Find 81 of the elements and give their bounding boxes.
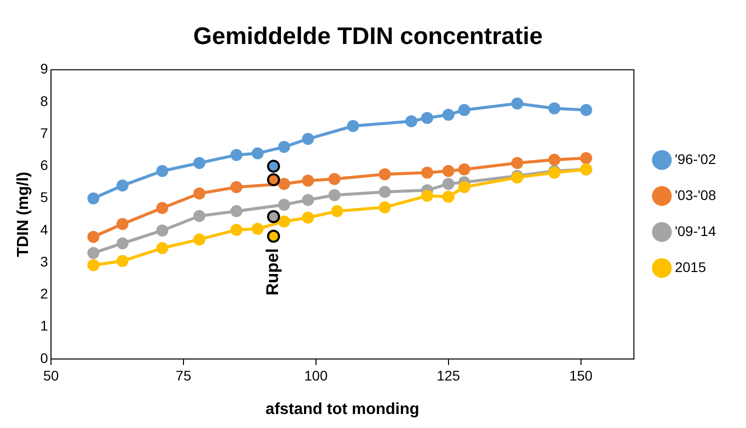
point [156,242,168,254]
point [421,166,434,179]
x-axis-title: afstand tot monding [266,400,420,418]
y-tick-label: 2 [40,286,48,302]
x-tick-label: 50 [43,367,59,384]
y-tick-label: 4 [40,221,48,238]
point [421,190,434,202]
y-tick-label: 9 [40,60,48,77]
point [252,147,264,160]
point [458,181,470,194]
point [580,152,592,164]
point [230,205,242,218]
point [193,210,206,222]
point [442,190,454,203]
y-axis-title: TDIN (mg/l) [15,172,32,258]
point [278,178,290,190]
point [193,233,206,246]
y-tick-label: 7 [40,124,48,141]
point [405,115,418,128]
point [331,205,344,218]
point [302,132,314,145]
point [267,230,280,243]
legend-label: 2015 [674,258,706,275]
point [87,246,100,259]
point [511,98,524,110]
x-tick-label: 100 [304,367,328,384]
point [193,188,206,200]
x-tick-label: 150 [569,367,593,384]
point [328,189,340,202]
point [87,192,100,204]
legend-label: '96-'02 [674,150,716,167]
point [548,102,560,114]
legend-label: '09-'14 [674,222,716,239]
point [548,154,560,166]
point [347,120,360,132]
point [230,224,242,236]
legend-label: '03-'08 [674,186,716,203]
point [442,108,454,121]
y-tick-label: 8 [40,92,48,109]
point [267,173,280,186]
point [116,218,129,230]
y-tick-label: 6 [40,157,48,174]
point [580,104,592,116]
point [278,198,290,211]
point [267,210,280,224]
point [421,112,434,124]
point [302,174,314,187]
annotation: Rupel [263,248,282,296]
point [378,201,391,214]
point [302,194,314,206]
y-tick-label: 5 [40,189,48,206]
point [278,140,290,153]
point [378,186,391,198]
point [302,212,314,224]
point [378,168,391,180]
point [116,179,129,192]
point [442,178,454,190]
point [442,165,454,178]
point [116,254,129,267]
point [87,230,100,243]
y-tick-label: 1 [40,318,48,334]
point [156,224,168,236]
point [267,160,280,173]
point [252,222,264,235]
y-tick-label: 3 [40,253,48,270]
point [278,215,290,228]
point [193,156,206,169]
point [511,156,524,169]
point [230,148,242,161]
point [156,165,168,178]
y-tick-label: 0 [40,350,48,366]
point [230,181,242,194]
chart-title: Gemiddelde TDIN concentratie [193,23,543,50]
x-tick-label: 125 [436,367,460,384]
x-tick-label: 75 [176,367,192,384]
point [328,173,340,186]
point [458,163,470,176]
point [87,259,100,272]
point [458,104,470,116]
point [116,237,129,250]
point [156,202,168,214]
